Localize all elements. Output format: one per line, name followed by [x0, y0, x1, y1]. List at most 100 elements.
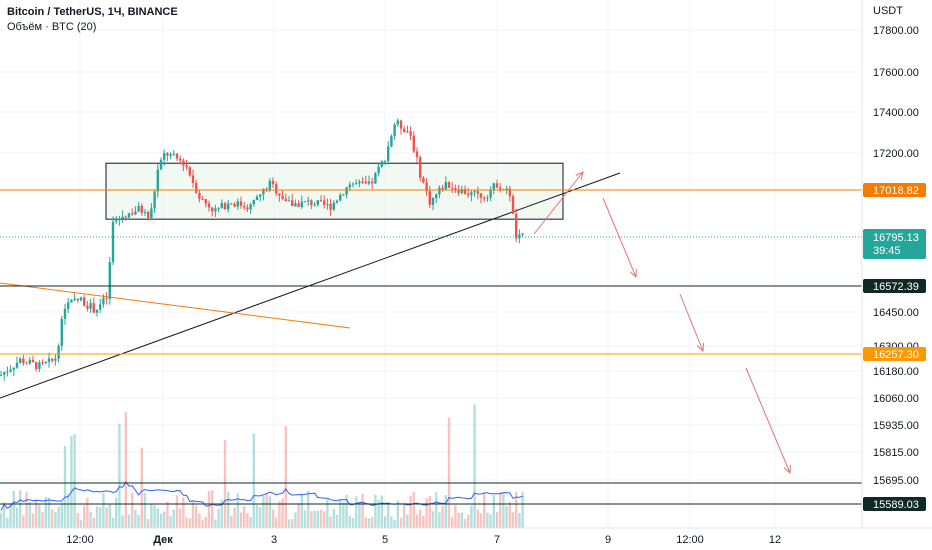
- candle-body: [198, 192, 201, 199]
- candle-body: [44, 361, 47, 363]
- y-tick-label: 17400.00: [873, 107, 919, 119]
- price-axis[interactable]: [862, 0, 932, 528]
- candle-body: [326, 203, 329, 205]
- volume-bar: [515, 491, 518, 528]
- candle-body: [118, 218, 121, 221]
- volume-bar: [281, 498, 284, 528]
- volume-bar: [495, 512, 499, 528]
- volume-bar: [3, 502, 6, 528]
- y-tick-label: 17200.00: [873, 148, 919, 160]
- volume-bar: [175, 495, 179, 528]
- candle-body: [323, 200, 326, 205]
- volume-bar: [508, 501, 511, 528]
- volume-bar: [339, 499, 342, 528]
- y-tick-label: 15695.00: [873, 475, 919, 487]
- volume-bar: [406, 514, 409, 528]
- volume-bar: [278, 501, 281, 528]
- volume-bar: [25, 492, 28, 528]
- volume-bar: [204, 517, 207, 528]
- candle-body: [438, 187, 441, 195]
- candle-body: [271, 180, 275, 185]
- candle-body: [396, 120, 399, 125]
- volume-bar: [198, 513, 201, 528]
- volume-bar: [396, 500, 399, 528]
- volume-bar: [230, 515, 233, 528]
- candle-body: [105, 298, 108, 300]
- candle-body: [419, 157, 422, 178]
- volume-bar: [374, 494, 377, 528]
- descending-trendline: [0, 282, 351, 329]
- x-axis-ticks[interactable]: 12:00 Дек 3 5 7 9 12:00 12: [66, 534, 781, 546]
- volume-bar: [127, 514, 131, 528]
- volume-bar: [294, 512, 297, 528]
- current-price-tag: [863, 229, 926, 259]
- candle-body: [319, 200, 323, 202]
- y-tick-label: 16060.00: [873, 393, 919, 405]
- x-tick-label: 3: [271, 534, 277, 546]
- candle-body: [339, 194, 342, 201]
- candle-body: [284, 198, 287, 201]
- price-level-tag: [863, 497, 926, 511]
- volume-bar: [380, 495, 383, 528]
- candle-body: [265, 188, 268, 190]
- volume-bar: [51, 509, 54, 528]
- forecast-arrows: [533, 171, 791, 475]
- candle-body: [99, 304, 102, 310]
- price-level-tag: [863, 347, 926, 361]
- candle-body: [441, 187, 444, 190]
- volume-bar: [313, 510, 316, 528]
- volume-bar: [470, 505, 473, 528]
- candle-body: [131, 213, 134, 215]
- volume-bar: [511, 512, 515, 528]
- volume-bar: [393, 519, 396, 528]
- candle-body: [275, 184, 278, 194]
- volume-bar: [31, 513, 35, 528]
- volume-bar: [438, 512, 441, 528]
- volume-bar: [489, 514, 492, 528]
- candle-body: [332, 202, 335, 210]
- volume-bar: [271, 509, 275, 528]
- candle-body: [175, 153, 179, 159]
- candle-body: [51, 358, 54, 361]
- candle-body: [393, 124, 396, 137]
- price-level-label: 17018.82: [873, 185, 919, 197]
- volume-bar: [54, 511, 57, 528]
- volume-bar: [345, 494, 348, 528]
- volume-bar: [239, 512, 243, 528]
- volume-bar: [409, 496, 412, 528]
- volume-bar: [255, 505, 259, 528]
- volume-bar: [473, 404, 476, 528]
- volume-bar: [377, 499, 380, 528]
- volume-bar: [60, 502, 63, 528]
- candle-body: [191, 175, 195, 183]
- candle-body: [115, 220, 118, 222]
- candle-body: [262, 188, 265, 195]
- volume-bar: [444, 495, 447, 528]
- volume-bar: [479, 513, 483, 528]
- candle-body: [169, 154, 172, 156]
- candle-body: [28, 359, 31, 364]
- y-tick-label: 16450.00: [873, 307, 919, 319]
- candle-body: [348, 184, 351, 188]
- candle-body: [73, 298, 76, 301]
- candle-body: [38, 362, 41, 369]
- candle-body: [499, 187, 502, 190]
- volume-bar: [454, 505, 457, 528]
- x-tick-label: 9: [605, 534, 611, 546]
- volume-bar: [476, 509, 479, 528]
- volume-bar: [227, 491, 230, 528]
- x-tick-label: 12: [769, 534, 781, 546]
- volume-bar: [499, 491, 502, 528]
- volume-bar: [265, 492, 268, 528]
- candle-body: [67, 302, 70, 309]
- volume-bar: [502, 492, 505, 528]
- volume-bar: [195, 505, 198, 528]
- candle-body: [201, 198, 204, 200]
- candle-body: [259, 194, 262, 197]
- candle-body: [342, 194, 345, 196]
- volume-bar: [403, 502, 406, 528]
- volume-bar: [38, 505, 41, 528]
- candle-body: [95, 309, 99, 313]
- volume-bar: [243, 506, 246, 528]
